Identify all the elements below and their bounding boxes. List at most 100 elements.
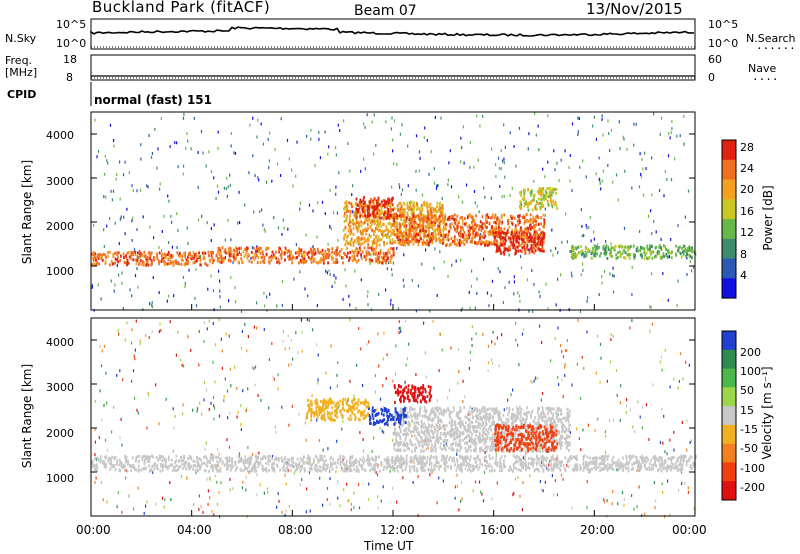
noise-pixel bbox=[366, 113, 368, 117]
noise-pixel bbox=[454, 496, 456, 500]
noise-pixel bbox=[337, 239, 339, 242]
echo-pixel bbox=[430, 206, 433, 210]
noise-pixel bbox=[133, 396, 136, 400]
echo-pixel bbox=[469, 465, 472, 469]
noise-pixel bbox=[398, 326, 400, 330]
noise-pixel bbox=[460, 136, 462, 140]
echo-pixel bbox=[610, 251, 612, 255]
echo-pixel bbox=[362, 229, 364, 233]
echo-pixel bbox=[395, 212, 397, 216]
noise-pixel bbox=[461, 200, 464, 204]
echo-pixel bbox=[203, 455, 205, 459]
noise-pixel bbox=[653, 112, 655, 116]
echo-pixel bbox=[512, 246, 515, 250]
echo-pixel bbox=[327, 261, 329, 265]
echo-pixel bbox=[399, 228, 402, 232]
echo-pixel bbox=[229, 464, 232, 467]
echo-pixel bbox=[298, 251, 301, 255]
echo-pixel bbox=[357, 251, 360, 254]
echo-pixel bbox=[530, 193, 533, 197]
noise-pixel bbox=[132, 507, 135, 511]
echo-pixel bbox=[306, 252, 309, 256]
echo-pixel bbox=[686, 252, 688, 256]
echo-pixel bbox=[524, 227, 527, 231]
noise-pixel bbox=[263, 491, 265, 495]
echo-pixel bbox=[375, 246, 378, 250]
echo-pixel bbox=[553, 461, 556, 465]
echo-pixel bbox=[402, 219, 405, 223]
echo-pixel bbox=[141, 457, 144, 461]
noise-pixel bbox=[639, 152, 641, 156]
echo-pixel bbox=[310, 251, 313, 254]
noise-pixel bbox=[423, 321, 425, 325]
noise-pixel bbox=[318, 439, 320, 443]
echo-pixel bbox=[503, 248, 506, 252]
noise-pixel bbox=[391, 267, 393, 271]
echo-pixel bbox=[347, 251, 349, 255]
noise-pixel bbox=[296, 140, 298, 144]
echo-pixel bbox=[311, 463, 313, 467]
echo-pixel bbox=[169, 260, 172, 263]
noise-pixel bbox=[518, 363, 520, 367]
echo-pixel bbox=[514, 231, 516, 235]
noise-pixel bbox=[439, 250, 441, 254]
echo-pixel bbox=[373, 206, 376, 210]
noise-pixel bbox=[312, 328, 314, 332]
noise-pixel bbox=[556, 161, 558, 165]
noise-pixel bbox=[558, 179, 560, 182]
echo-pixel bbox=[350, 230, 353, 234]
echo-pixel bbox=[375, 458, 377, 462]
echo-pixel bbox=[435, 464, 438, 468]
noise-pixel bbox=[319, 476, 321, 480]
echo-pixel bbox=[456, 458, 458, 461]
echo-pixel bbox=[254, 255, 257, 259]
echo-pixel bbox=[623, 249, 625, 252]
noise-pixel bbox=[408, 342, 410, 346]
echo-pixel bbox=[488, 221, 491, 225]
echo-pixel bbox=[376, 205, 379, 209]
noise-pixel bbox=[360, 278, 362, 282]
echo-pixel bbox=[445, 461, 447, 465]
echo-pixel bbox=[692, 461, 694, 465]
echo-pixel bbox=[420, 216, 423, 220]
echo-pixel bbox=[611, 254, 613, 258]
echo-pixel bbox=[144, 466, 147, 470]
noise-pixel bbox=[644, 512, 646, 516]
echo-pixel bbox=[517, 249, 520, 253]
echo-pixel bbox=[343, 220, 346, 224]
echo-pixel bbox=[411, 225, 414, 228]
echo-pixel bbox=[183, 251, 185, 255]
echo-pixel bbox=[331, 255, 333, 259]
echo-pixel bbox=[380, 216, 383, 220]
echo-pixel bbox=[376, 211, 378, 215]
echo-pixel bbox=[396, 235, 399, 239]
echo-pixel bbox=[132, 463, 135, 467]
echo-pixel bbox=[436, 210, 438, 214]
echo-pixel bbox=[411, 236, 413, 240]
echo-pixel bbox=[369, 204, 372, 208]
noise-pixel bbox=[149, 302, 151, 306]
echo-pixel bbox=[532, 215, 535, 219]
echo-pixel bbox=[498, 222, 500, 226]
noise-pixel bbox=[113, 139, 115, 142]
echo-pixel bbox=[430, 236, 433, 240]
echo-pixel bbox=[538, 243, 540, 247]
echo-pixel bbox=[309, 257, 312, 261]
noise-pixel bbox=[636, 505, 638, 508]
echo-pixel bbox=[371, 243, 374, 247]
echo-pixel bbox=[488, 242, 491, 246]
echo-pixel bbox=[547, 187, 550, 191]
echo-pixel bbox=[255, 456, 258, 460]
echo-pixel bbox=[281, 466, 284, 470]
echo-pixel bbox=[366, 208, 369, 212]
echo-pixel bbox=[550, 200, 553, 204]
noise-pixel bbox=[94, 480, 96, 484]
echo-pixel bbox=[445, 243, 448, 247]
echo-pixel bbox=[518, 235, 520, 239]
noise-pixel bbox=[560, 158, 562, 162]
echo-pixel bbox=[229, 248, 232, 251]
echo-pixel bbox=[687, 459, 690, 463]
echo-pixel bbox=[184, 261, 187, 265]
noise-pixel bbox=[349, 318, 351, 322]
echo-pixel bbox=[185, 262, 188, 266]
